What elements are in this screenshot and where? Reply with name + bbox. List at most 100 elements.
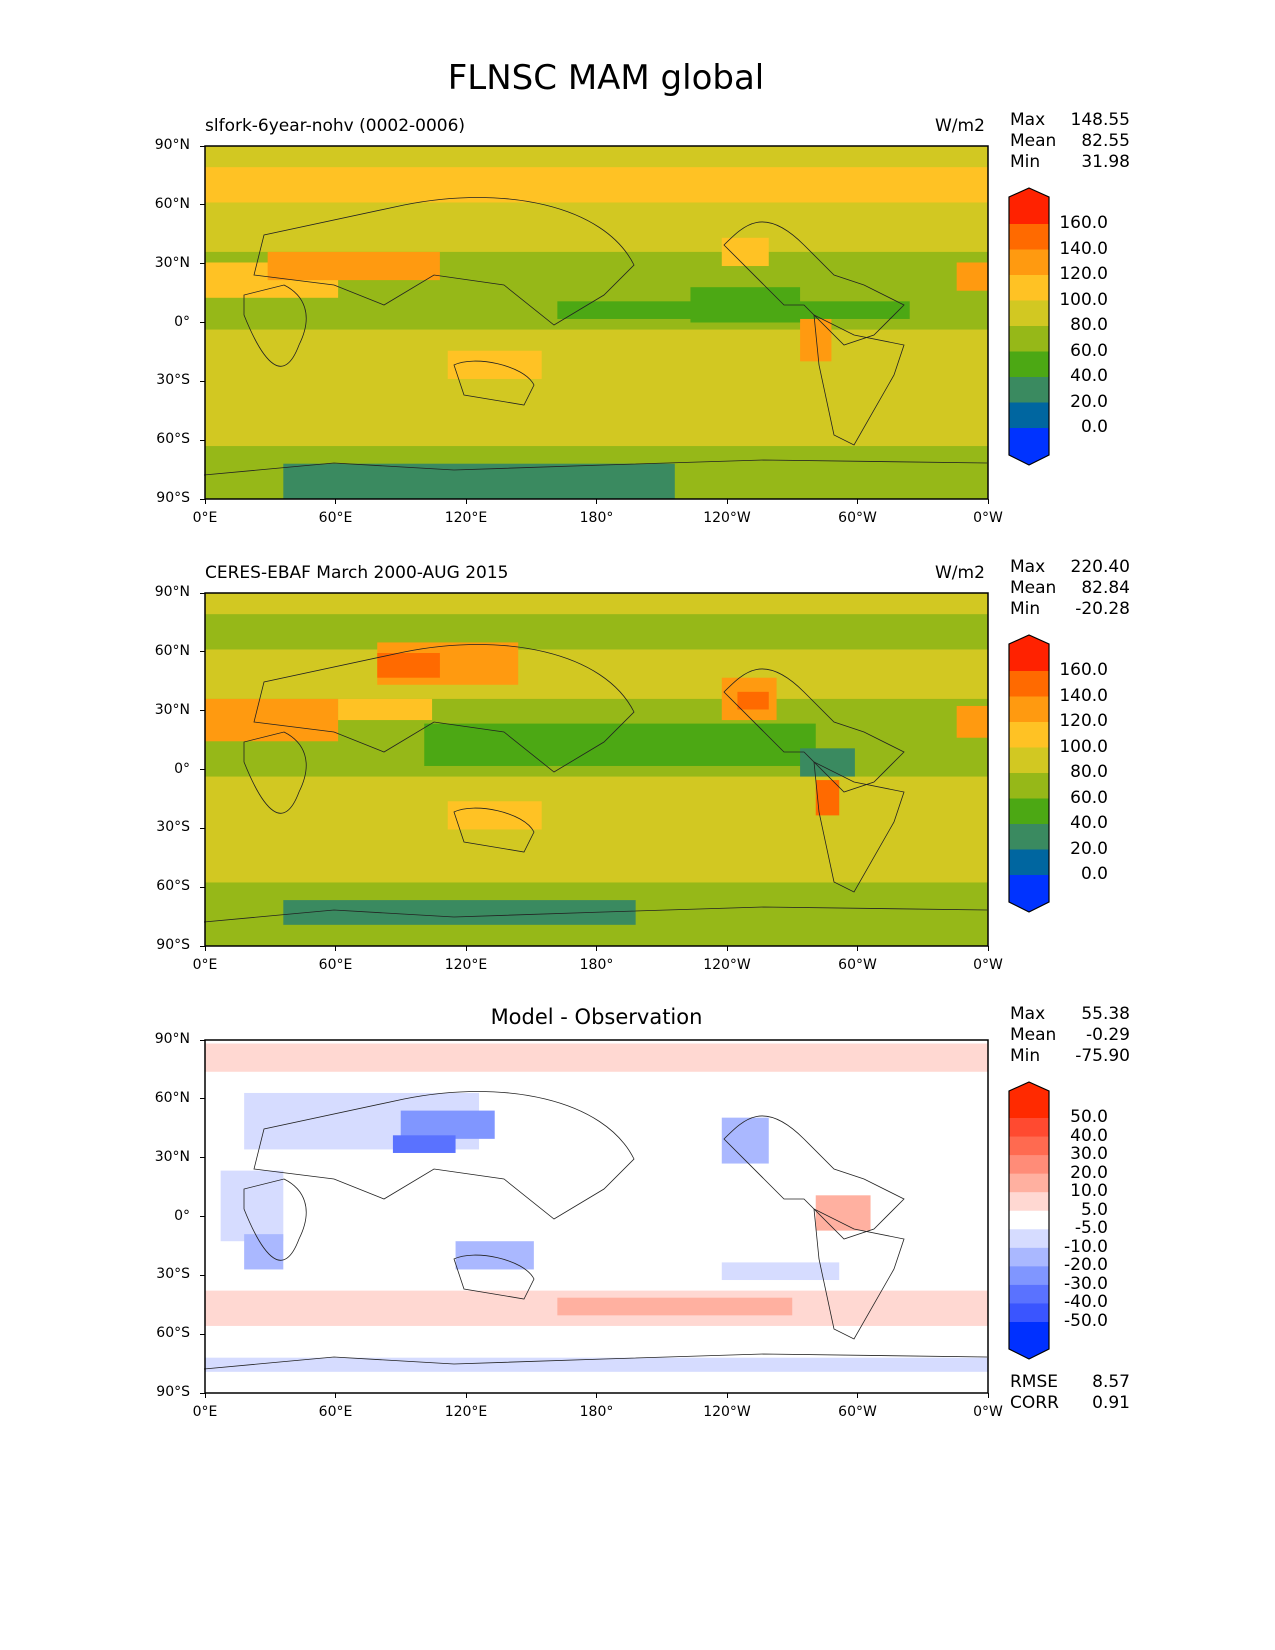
- x-tick-mark: [335, 946, 336, 951]
- colorbar-segment: [1009, 1155, 1049, 1175]
- map-plot: [204, 145, 989, 500]
- x-tick-label: 60°E: [318, 957, 353, 973]
- colorbar-segment: [1009, 1173, 1049, 1193]
- colorbar-tick-label: 80.0: [1070, 315, 1108, 335]
- x-tick-mark: [596, 1393, 597, 1398]
- colorbar-segment: [1009, 696, 1049, 723]
- y-tick-mark: [200, 263, 205, 265]
- stat-label: Mean: [1010, 131, 1057, 151]
- coastline: [253, 197, 635, 326]
- y-tick-mark: [200, 439, 205, 441]
- map-field-region: [424, 723, 816, 766]
- stat-value: 82.84: [1081, 578, 1130, 598]
- colorbar-tick-label: 140.0: [1059, 685, 1108, 706]
- x-tick-label: 120°E: [444, 1404, 488, 1420]
- map-field-region: [800, 318, 832, 362]
- y-tick-mark: [200, 710, 205, 712]
- y-tick-label: 30°S: [156, 1266, 190, 1283]
- y-tick-mark: [200, 498, 205, 500]
- colorbar-tick-label: 60.0: [1070, 787, 1108, 808]
- y-tick-label: 30°N: [154, 254, 190, 271]
- colorbar-segment: [1009, 326, 1049, 352]
- map-field-region: [205, 167, 988, 203]
- stat-value: 55.38: [1081, 1004, 1130, 1024]
- colorbar-tick-label: 100.0: [1059, 289, 1108, 310]
- x-tick-label: 0°W: [973, 510, 1003, 526]
- colorbar-tick-label: 5.0: [1080, 1199, 1108, 1220]
- colorbar-segment: [1009, 351, 1049, 378]
- colorbar-tick-label: 140.0: [1059, 238, 1108, 259]
- x-tick-mark: [596, 946, 597, 951]
- colorbar: [1008, 634, 1050, 913]
- colorbar-segment: [1009, 300, 1049, 327]
- stat-value: 31.98: [1081, 152, 1130, 172]
- panel-title: slfork-6year-nohv (0002-0006): [205, 116, 466, 136]
- map-field-region: [205, 1043, 988, 1072]
- colorbar-tick-label: 30.0: [1070, 1144, 1108, 1165]
- coastline: [453, 1254, 535, 1300]
- colorbar-segment: [1009, 773, 1049, 799]
- y-tick-label: 90°N: [154, 584, 190, 600]
- map-field-region: [815, 1195, 871, 1231]
- x-tick-mark: [465, 1393, 467, 1398]
- y-tick-mark: [200, 1039, 205, 1041]
- y-tick-label: 90°S: [156, 490, 190, 506]
- x-tick-mark: [204, 946, 206, 951]
- map-field-region: [205, 614, 988, 650]
- colorbar-tick-label: -40.0: [1064, 1292, 1108, 1313]
- colorbar-extend-min: [1009, 428, 1049, 465]
- x-tick-label: 120°E: [444, 510, 488, 526]
- colorbar-tick-label: 80.0: [1070, 762, 1108, 782]
- x-tick-mark: [857, 1393, 858, 1398]
- stat-label: Mean: [1010, 1025, 1057, 1045]
- y-tick-mark: [200, 322, 205, 323]
- map-field-region: [956, 705, 988, 738]
- x-tick-mark: [726, 499, 728, 504]
- map-field-region: [283, 463, 675, 499]
- x-tick-label: 0°E: [192, 1404, 218, 1420]
- x-tick-mark: [596, 499, 597, 504]
- x-tick-label: 60°W: [838, 510, 877, 526]
- x-tick-mark: [726, 946, 728, 951]
- coastline: [723, 668, 905, 793]
- x-tick-label: 180°: [579, 957, 614, 973]
- x-tick-label: 60°W: [838, 957, 877, 973]
- stat-label: Min: [1010, 1046, 1041, 1066]
- rmse-label: RMSE: [1010, 1372, 1059, 1392]
- colorbar-tick-label: 0.0: [1080, 864, 1108, 884]
- y-tick-mark: [200, 886, 205, 888]
- x-tick-label: 120°W: [703, 1404, 751, 1420]
- colorbar-segment: [1009, 1118, 1049, 1138]
- y-tick-mark: [200, 1098, 205, 1100]
- x-tick-mark: [857, 946, 858, 951]
- units-label: W/m2: [935, 116, 985, 136]
- colorbar-tick-label: 100.0: [1059, 736, 1108, 757]
- colorbar-segment: [1009, 1136, 1049, 1156]
- colorbar-segment: [1009, 1284, 1049, 1304]
- map-field-region: [205, 1357, 988, 1372]
- map-field-region: [721, 237, 769, 267]
- y-tick-mark: [200, 145, 205, 147]
- colorbar-segment: [1009, 224, 1049, 250]
- panel-title: CERES-EBAF March 2000-AUG 2015: [205, 563, 509, 583]
- y-tick-label: 30°N: [154, 1148, 190, 1165]
- corr-value: 0.91: [1092, 1393, 1130, 1413]
- x-tick-mark: [204, 499, 206, 504]
- y-tick-mark: [200, 1157, 205, 1159]
- map-field-region: [283, 900, 636, 925]
- y-tick-label: 90°N: [154, 137, 190, 153]
- colorbar: [1008, 187, 1050, 466]
- map-field-region: [557, 1297, 793, 1316]
- panel-title: Model - Observation: [490, 1005, 703, 1029]
- colorbar-extend-min: [1009, 875, 1049, 912]
- y-tick-label: 0°: [174, 1207, 190, 1224]
- coastline: [723, 1115, 905, 1240]
- colorbar-segment: [1009, 671, 1049, 697]
- units-label: W/m2: [935, 563, 985, 583]
- colorbar: [1008, 1081, 1050, 1360]
- colorbar-tick-label: -10.0: [1064, 1236, 1108, 1257]
- x-tick-mark: [987, 499, 989, 504]
- x-tick-mark: [465, 946, 467, 951]
- stat-label: Min: [1010, 152, 1041, 172]
